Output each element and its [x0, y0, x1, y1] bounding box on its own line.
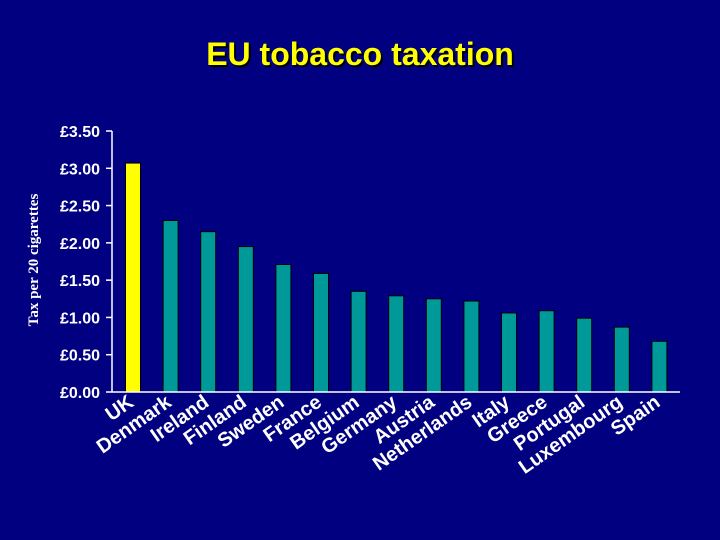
bar-luxembourg: [613, 326, 630, 393]
bar-france: [313, 272, 329, 393]
bar-greece: [538, 310, 555, 393]
bar-italy: [501, 312, 517, 393]
chart-title: EU tobacco taxation: [206, 36, 514, 72]
y-tick-label: £3.00: [60, 161, 100, 178]
bar-uk: [125, 162, 141, 393]
y-tick-label: £2.50: [60, 199, 100, 216]
bar-austria: [425, 298, 442, 393]
bar-finland: [237, 246, 254, 393]
bar-ireland: [200, 231, 217, 393]
y-tick-label: £3.50: [60, 124, 100, 141]
bar-portugal: [576, 317, 593, 393]
y-tick-label: £1.00: [60, 310, 100, 327]
bar-sweden: [275, 263, 292, 393]
axes-group: [111, 131, 680, 393]
y-tick-label: £2.00: [60, 236, 100, 253]
bar-spain: [651, 340, 668, 393]
bar-belgium: [350, 290, 367, 393]
bar-denmark: [162, 219, 179, 393]
y-tick-label: £1.50: [60, 273, 100, 290]
x-ticks-group: UKDenmarkIrelandFinlandSwedenFranceBelgi…: [93, 391, 665, 479]
y-ticks-group: £0.00 £0.50 £1.00 £1.50 £2.00 £2.50 £3.00 £3.50: [60, 124, 112, 402]
y-axis-label: Tax per 20 cigarettes: [26, 194, 42, 327]
y-tick-label: £0.50: [60, 348, 100, 365]
bar-netherlands: [463, 300, 480, 393]
y-axis-label-group: Tax per 20 cigarettes: [26, 194, 42, 327]
bar-germany: [388, 295, 405, 393]
bars-group: [125, 162, 668, 393]
y-tick-label: £0.00: [60, 385, 100, 402]
